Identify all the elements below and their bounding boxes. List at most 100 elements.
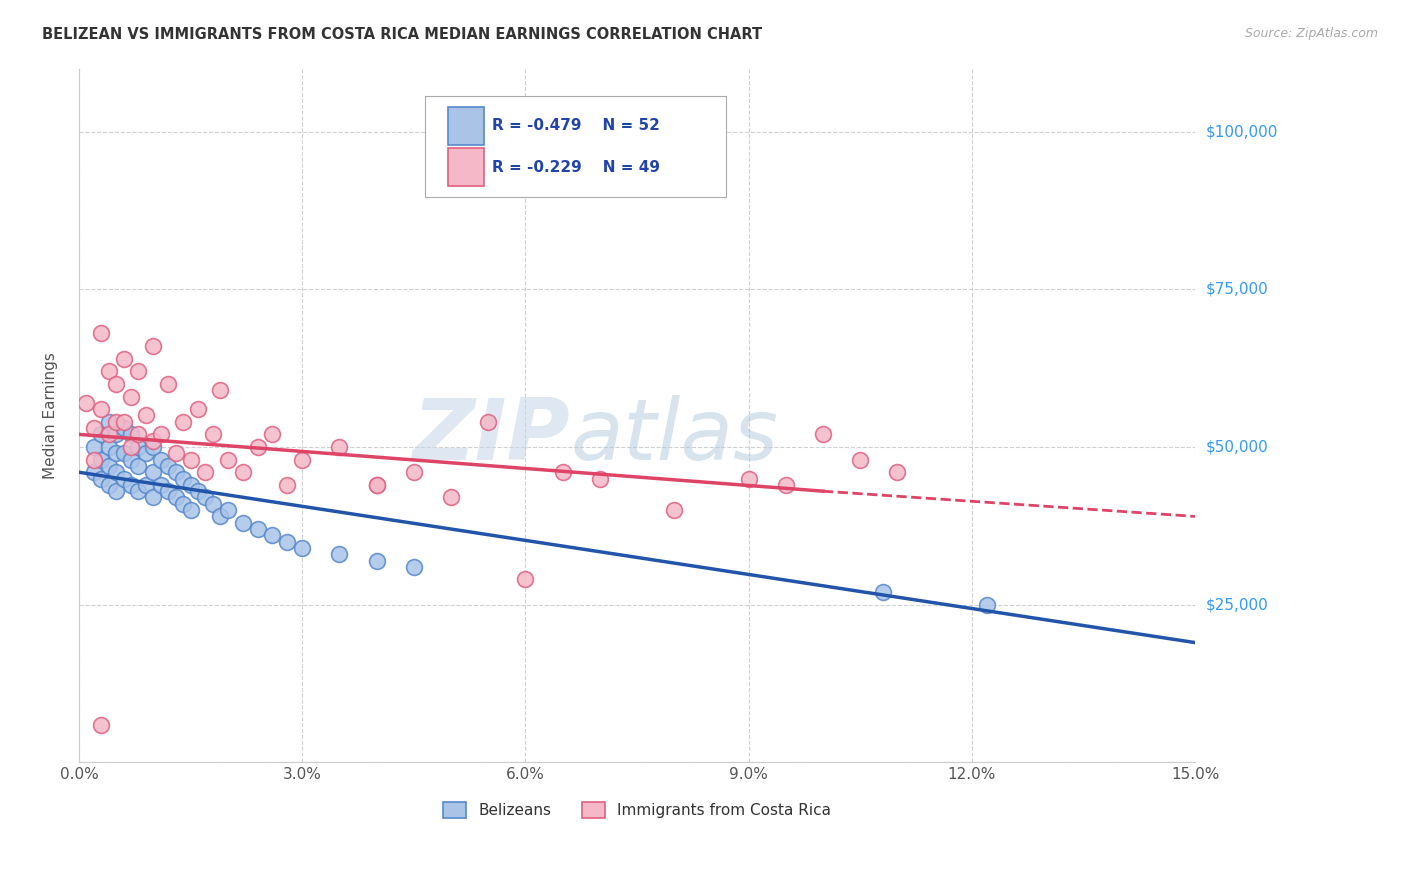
Point: [149, 452, 172, 467]
Point: [440, 491, 463, 505]
Point: [194, 491, 217, 505]
Point: [105, 484, 128, 499]
Point: [477, 415, 499, 429]
Point: [83, 440, 105, 454]
Point: [149, 478, 172, 492]
Point: [90, 452, 112, 467]
Point: [172, 415, 194, 429]
Text: $25,000: $25,000: [1206, 598, 1268, 612]
Point: [217, 503, 239, 517]
Point: [551, 465, 574, 479]
Point: [262, 528, 284, 542]
Point: [291, 452, 314, 467]
Point: [276, 478, 298, 492]
Point: [97, 458, 120, 473]
Point: [976, 598, 998, 612]
Point: [112, 421, 135, 435]
Point: [112, 351, 135, 366]
Point: [886, 465, 908, 479]
Point: [165, 491, 187, 505]
Point: [75, 396, 97, 410]
Point: [366, 553, 388, 567]
Point: [201, 427, 224, 442]
Point: [328, 547, 350, 561]
Point: [135, 409, 157, 423]
Point: [142, 491, 165, 505]
Point: [83, 452, 105, 467]
Point: [366, 478, 388, 492]
Point: [217, 452, 239, 467]
Point: [194, 465, 217, 479]
Point: [402, 465, 425, 479]
Point: [120, 452, 142, 467]
Point: [127, 440, 149, 454]
Point: [209, 383, 232, 397]
Point: [90, 472, 112, 486]
Point: [589, 472, 612, 486]
Text: BELIZEAN VS IMMIGRANTS FROM COSTA RICA MEDIAN EARNINGS CORRELATION CHART: BELIZEAN VS IMMIGRANTS FROM COSTA RICA M…: [42, 27, 762, 42]
Point: [328, 440, 350, 454]
Point: [737, 472, 759, 486]
Point: [142, 465, 165, 479]
FancyBboxPatch shape: [449, 148, 484, 186]
Point: [105, 415, 128, 429]
Point: [120, 390, 142, 404]
Point: [97, 415, 120, 429]
Point: [112, 472, 135, 486]
Point: [90, 717, 112, 731]
Point: [664, 503, 686, 517]
Point: [157, 458, 180, 473]
Point: [83, 465, 105, 479]
Point: [83, 421, 105, 435]
Point: [105, 427, 128, 442]
Text: R = -0.229    N = 49: R = -0.229 N = 49: [492, 160, 659, 175]
Point: [515, 573, 537, 587]
Point: [180, 452, 202, 467]
Text: $50,000: $50,000: [1206, 440, 1268, 455]
Point: [97, 440, 120, 454]
Point: [872, 585, 894, 599]
Point: [232, 516, 254, 530]
Text: R = -0.479    N = 52: R = -0.479 N = 52: [492, 119, 659, 134]
Point: [90, 326, 112, 341]
Point: [90, 427, 112, 442]
Point: [105, 465, 128, 479]
Text: $100,000: $100,000: [1206, 124, 1278, 139]
Point: [105, 446, 128, 460]
Point: [142, 339, 165, 353]
Point: [127, 364, 149, 378]
Point: [127, 484, 149, 499]
Point: [187, 484, 209, 499]
Point: [165, 446, 187, 460]
Point: [811, 427, 834, 442]
Point: [276, 534, 298, 549]
Point: [180, 503, 202, 517]
Point: [127, 458, 149, 473]
Point: [291, 541, 314, 555]
Point: [172, 472, 194, 486]
Point: [775, 478, 797, 492]
Point: [209, 509, 232, 524]
Point: [180, 478, 202, 492]
Text: Source: ZipAtlas.com: Source: ZipAtlas.com: [1244, 27, 1378, 40]
Point: [402, 560, 425, 574]
Point: [135, 478, 157, 492]
Point: [142, 440, 165, 454]
Point: [201, 497, 224, 511]
Point: [849, 452, 872, 467]
Point: [97, 427, 120, 442]
Point: [112, 446, 135, 460]
FancyBboxPatch shape: [449, 107, 484, 145]
Point: [149, 427, 172, 442]
Point: [172, 497, 194, 511]
Point: [127, 427, 149, 442]
Legend: Belizeans, Immigrants from Costa Rica: Belizeans, Immigrants from Costa Rica: [437, 796, 837, 824]
Text: $75,000: $75,000: [1206, 282, 1268, 297]
Point: [120, 478, 142, 492]
Point: [135, 446, 157, 460]
Y-axis label: Median Earnings: Median Earnings: [44, 352, 58, 479]
FancyBboxPatch shape: [425, 96, 727, 197]
Point: [366, 478, 388, 492]
Point: [246, 440, 269, 454]
Text: atlas: atlas: [569, 395, 778, 478]
